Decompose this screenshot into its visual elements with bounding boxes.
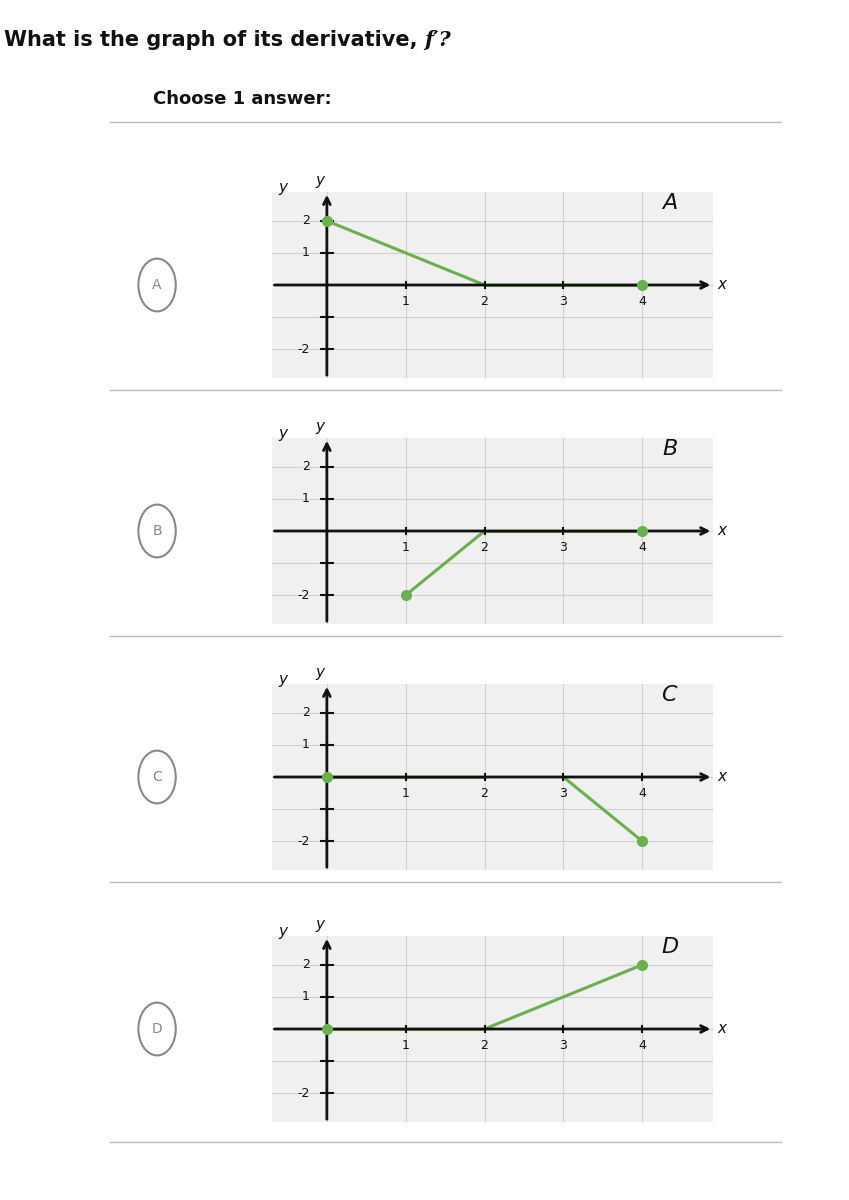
Text: $y$: $y$	[315, 420, 326, 437]
Text: 3: 3	[559, 295, 567, 307]
Text: 1: 1	[402, 787, 409, 799]
Text: 4: 4	[638, 541, 646, 553]
Text: 2: 2	[301, 215, 310, 227]
Text: D: D	[152, 1022, 162, 1036]
Text: 2: 2	[301, 959, 310, 971]
Text: $B$: $B$	[662, 438, 678, 461]
Text: $y$: $y$	[278, 427, 290, 443]
Text: 2: 2	[301, 707, 310, 719]
Text: $A$: $A$	[661, 192, 678, 215]
Text: $x$: $x$	[717, 1022, 728, 1036]
Text: 4: 4	[638, 787, 646, 799]
Text: $y$: $y$	[315, 666, 326, 683]
Text: $y$: $y$	[278, 673, 290, 689]
Text: 2: 2	[481, 541, 488, 553]
Text: $x$: $x$	[717, 278, 728, 292]
Text: $D$: $D$	[661, 936, 679, 959]
Text: -2: -2	[297, 1087, 310, 1099]
Text: 1: 1	[402, 1039, 409, 1051]
Text: $x$: $x$	[717, 770, 728, 784]
Text: 1: 1	[301, 246, 310, 259]
Text: C: C	[152, 770, 162, 784]
Text: -2: -2	[297, 589, 310, 601]
Text: $y$: $y$	[278, 181, 290, 197]
Text: Choose 1 answer:: Choose 1 answer:	[153, 90, 331, 108]
Text: 3: 3	[559, 1039, 567, 1051]
Text: $y$: $y$	[278, 925, 290, 941]
Text: 3: 3	[559, 787, 567, 799]
Text: 1: 1	[301, 738, 310, 751]
Text: -2: -2	[297, 343, 310, 355]
Text: $x$: $x$	[717, 524, 728, 538]
Text: What is the graph of its derivative,: What is the graph of its derivative,	[3, 30, 424, 50]
Text: $C$: $C$	[661, 684, 678, 707]
Text: 1: 1	[301, 990, 310, 1003]
Text: 1: 1	[301, 492, 310, 505]
Text: A: A	[152, 278, 162, 292]
Text: B: B	[152, 524, 162, 538]
Text: 2: 2	[481, 295, 488, 307]
Text: 2: 2	[481, 787, 488, 799]
Text: f′?: f′?	[424, 30, 452, 50]
Text: $y$: $y$	[315, 174, 326, 191]
Text: 1: 1	[402, 541, 409, 553]
Text: $y$: $y$	[315, 918, 326, 935]
Text: 1: 1	[402, 295, 409, 307]
Text: 3: 3	[559, 541, 567, 553]
Text: -2: -2	[297, 835, 310, 847]
Text: 2: 2	[301, 461, 310, 473]
Text: 4: 4	[638, 1039, 646, 1051]
Text: 4: 4	[638, 295, 646, 307]
Text: 2: 2	[481, 1039, 488, 1051]
